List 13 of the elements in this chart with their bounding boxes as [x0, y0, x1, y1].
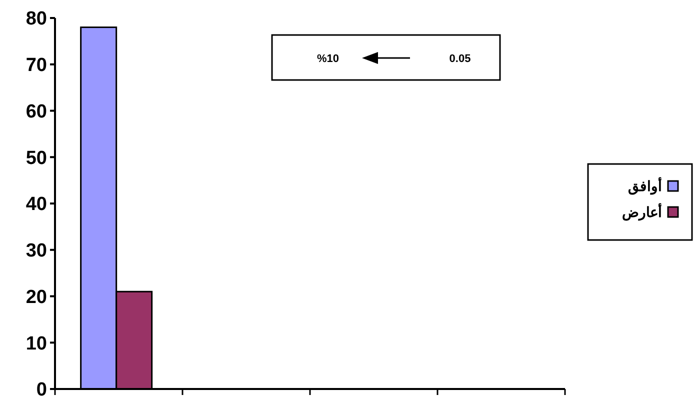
y-tick-label: 70: [26, 55, 47, 76]
y-tick-label: 30: [26, 240, 47, 262]
y-tick-label: 60: [26, 101, 47, 122]
y-tick-label: 0: [36, 380, 47, 401]
annotation: %10: [316, 52, 340, 65]
y-tick-label: 40: [26, 194, 47, 216]
y-tick-label: 50: [26, 148, 47, 169]
legend-label: أعارض: [622, 202, 662, 221]
legend-label: أوافق: [628, 176, 662, 195]
y-tick-label: 10: [26, 333, 47, 354]
y-tick-label: 20: [26, 286, 47, 308]
annotation: 0.05: [449, 52, 471, 65]
y-tick-label: 80: [26, 8, 47, 30]
